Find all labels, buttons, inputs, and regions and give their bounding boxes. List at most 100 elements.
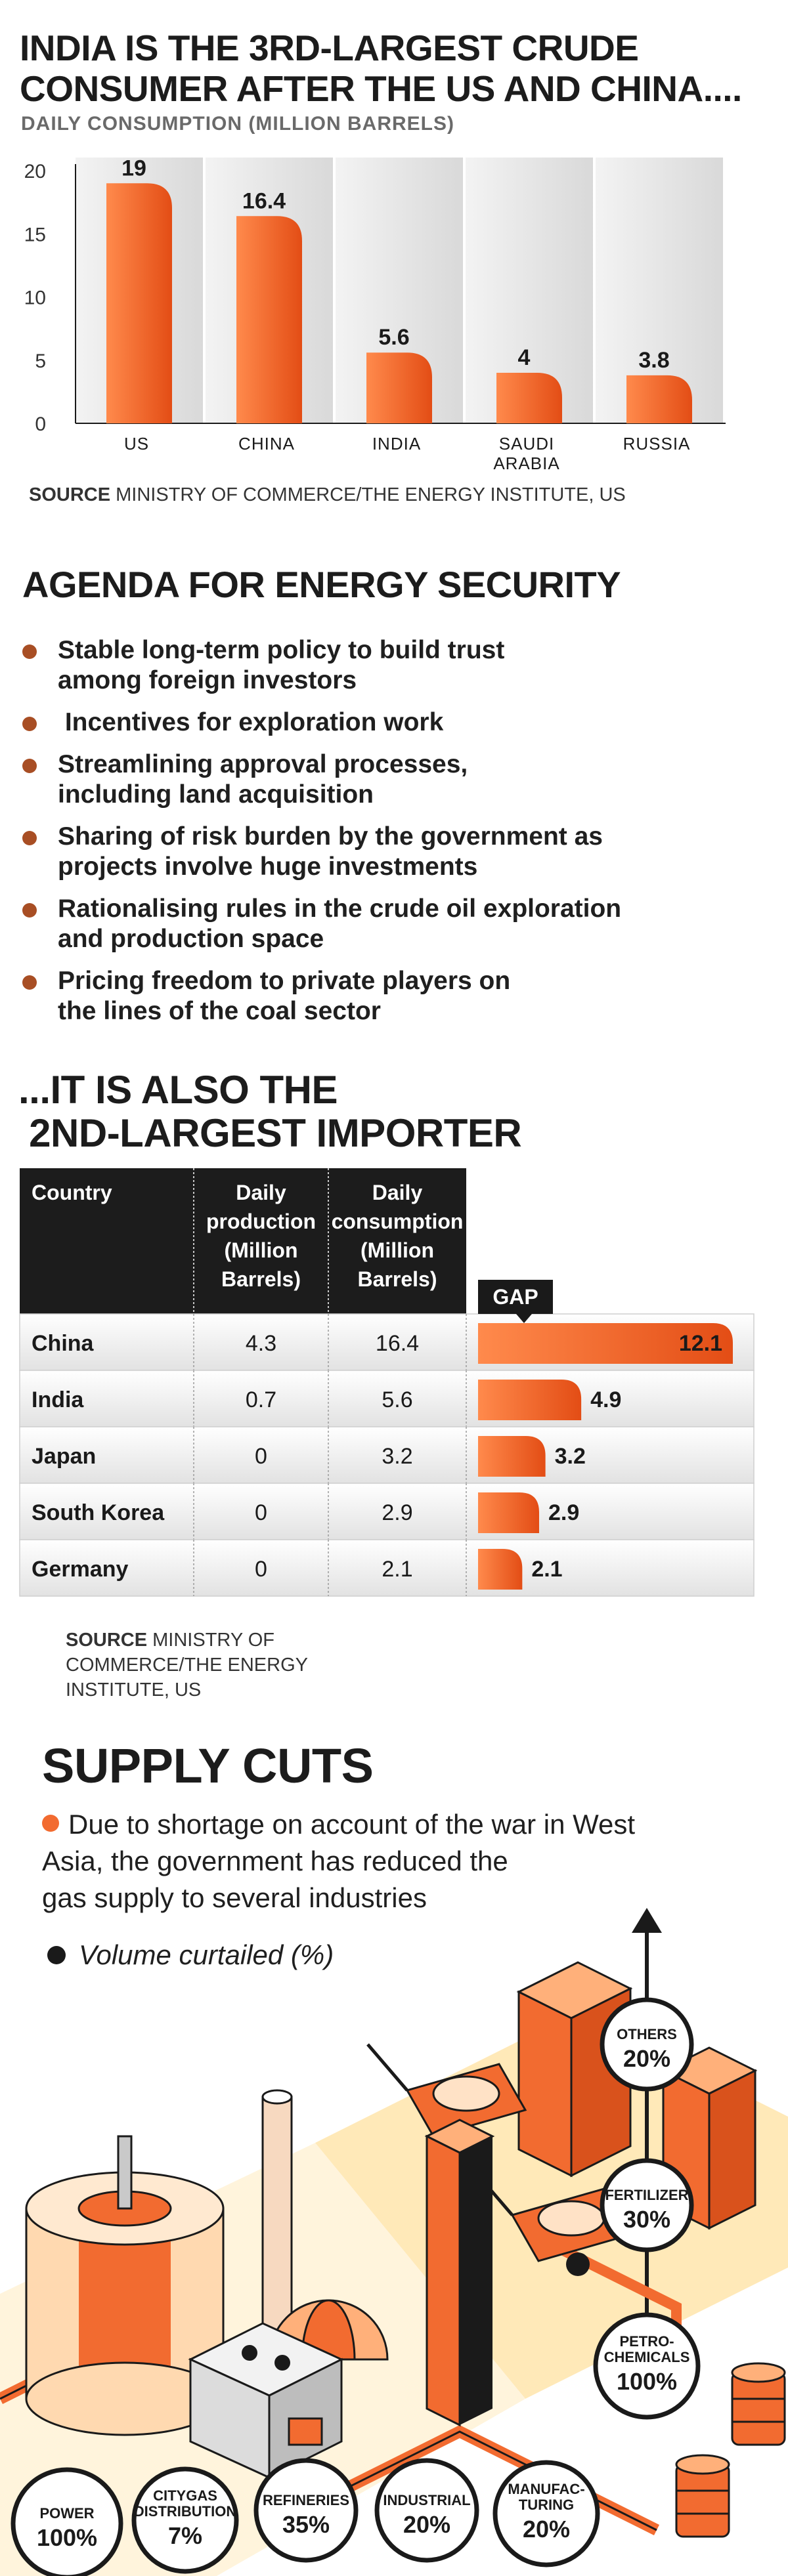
- country-cell: China: [32, 1331, 95, 1356]
- gap-value-label: 4.9: [590, 1387, 621, 1412]
- column-header: Country: [32, 1181, 112, 1204]
- supply-cut-label: MANUFAC-TURING: [508, 2481, 584, 2513]
- y-tick-label: 10: [24, 287, 46, 309]
- agenda-item-line: and production space: [58, 925, 324, 953]
- agenda-item-line: Streamlining approval processes,: [58, 750, 468, 778]
- gap-bar: [478, 1436, 546, 1477]
- agenda-item: Stable long-term policy to build trust am…: [22, 635, 758, 696]
- supply-cut-item: REFINERIES 35%: [253, 2458, 359, 2563]
- table-source-label: SOURCE: [66, 1630, 148, 1651]
- gap-value-label: 2.9: [548, 1500, 579, 1525]
- oil-barrel-icon: [731, 2362, 786, 2446]
- supply-cut-value: 30%: [623, 2206, 670, 2233]
- bar: [626, 375, 692, 423]
- legend-text: Volume curtailed (%): [79, 1939, 334, 1970]
- supply-cuts-illustration: OTHERS 20% FERTILIZER 30% PETRO-CHEMICALS 100…: [0, 1908, 788, 2576]
- column-header: Daily production (Million Barrels): [206, 1181, 316, 1291]
- bullet-icon: [22, 831, 37, 845]
- source-text: MINISTRY OF COMMERCE/THE ENERGY INSTITUT…: [110, 484, 626, 505]
- y-tick-label: 0: [35, 413, 46, 435]
- agenda-item: Sharing of risk burden by the government…: [22, 822, 758, 882]
- country-cell: South Korea: [32, 1500, 165, 1525]
- supply-cut-circle: [593, 2312, 701, 2420]
- source-label: SOURCE: [29, 484, 111, 505]
- bullet-icon: [22, 759, 37, 773]
- table-header: [20, 1168, 466, 1314]
- supply-text-line1: Due to shortage on account of the war in…: [68, 1809, 636, 1840]
- value-cell: 16.4: [376, 1331, 419, 1356]
- supply-cut-item: OTHERS 20%: [600, 1997, 694, 2092]
- supply-cut-label: CITYGAS DISTRIBUTION: [134, 2487, 236, 2520]
- agenda-item-line: Stable long-term policy to build trust: [58, 636, 505, 664]
- supply-cut-circle: [131, 2466, 239, 2574]
- supply-cut-value: 100%: [37, 2524, 97, 2551]
- gap-value-label: 2.1: [531, 1557, 562, 1582]
- supply-title: SUPPLY CUTS: [42, 1739, 374, 1793]
- row-background: [19, 1539, 755, 1597]
- value-cell: 4.3: [246, 1331, 276, 1356]
- gap-bar: [478, 1323, 733, 1364]
- agenda-item-line: among foreign investors: [58, 666, 357, 694]
- table-row: Japan 0 3.2: [19, 1426, 755, 1484]
- x-tick-label: SAUDI ARABIA: [493, 434, 559, 473]
- supply-cut-circle: [600, 1997, 694, 2092]
- agenda-item-line: projects involve huge investments: [58, 853, 478, 881]
- agenda-item: Streamlining approval processes, includin…: [22, 750, 758, 810]
- gap-value-label: 12.1: [679, 1331, 722, 1356]
- bar-value-label: 16.4: [242, 188, 286, 213]
- bullet-icon: [22, 975, 37, 990]
- storage-tank-icon: [25, 2135, 225, 2436]
- building-icon: [661, 2046, 758, 2230]
- x-tick-label: RUSSIA: [623, 434, 691, 454]
- supply-text: Due to shortage on account of the war in…: [42, 1806, 751, 1916]
- table-row: India 0.7 5.6: [19, 1370, 755, 1427]
- supply-text-line3: gas supply to several industries: [42, 1882, 427, 1913]
- supply-cut-circle: [253, 2458, 359, 2563]
- supply-cut-value: 100%: [617, 2368, 677, 2395]
- supply-cut-label: FERTILIZER: [605, 2187, 688, 2203]
- supply-cut-item: FERTILIZER 30%: [600, 2158, 694, 2252]
- supply-cut-circle: [11, 2467, 123, 2576]
- agenda-item: Rationalising rules in the crude oil exp…: [22, 894, 758, 954]
- agenda-title: AGENDA FOR ENERGY SECURITY: [22, 564, 621, 605]
- x-tick-label: INDIA: [372, 434, 421, 454]
- value-cell: 3.2: [382, 1444, 412, 1469]
- supply-cut-value: 7%: [168, 2522, 202, 2549]
- table-source-line1: MINISTRY OF: [147, 1630, 274, 1651]
- bar: [366, 352, 432, 423]
- agenda-item-line: Rationalising rules in the crude oil exp…: [58, 895, 622, 923]
- supply-cut-item: MANUFAC-TURING 20%: [492, 2460, 600, 2567]
- table-source-line3: INSTITUTE, US: [66, 1679, 202, 1700]
- country-cell: Japan: [32, 1444, 96, 1469]
- supply-cut-value: 20%: [523, 2516, 570, 2543]
- supply-cut-label: REFINERIES: [263, 2492, 349, 2508]
- bar-value-label: 4: [518, 345, 531, 370]
- gap-bar: [478, 1492, 539, 1533]
- bar: [236, 216, 302, 423]
- building-icon: [516, 1961, 633, 2178]
- agenda-item: Pricing freedom to private players on the…: [22, 966, 758, 1026]
- supply-cut-value: 20%: [403, 2511, 450, 2538]
- y-tick-label: 5: [35, 350, 46, 372]
- bar-value-label: 5.6: [378, 325, 409, 350]
- agenda-item-line: including land acquisition: [58, 780, 374, 809]
- control-panel-icon: [188, 2322, 344, 2480]
- supply-cut-value: 20%: [623, 2045, 670, 2072]
- chart-title-line2: CONSUMER AFTER THE US AND CHINA....: [20, 68, 742, 109]
- bullet-icon: [22, 903, 37, 918]
- row-background: [19, 1370, 755, 1427]
- supply-cut-label: POWER: [39, 2505, 94, 2522]
- bar: [496, 373, 562, 423]
- gap-value-label: 3.2: [555, 1444, 586, 1469]
- black-bullet-icon: [47, 1946, 66, 1964]
- gap-label: GAP: [478, 1280, 553, 1323]
- supply-cut-item: INDUSTRIAL 20%: [374, 2458, 479, 2563]
- agenda-item-line: the lines of the coal sector: [58, 997, 381, 1025]
- supply-cut-circle: [600, 2158, 694, 2252]
- agenda-item-line: Sharing of risk burden by the government…: [58, 822, 603, 851]
- supply-cut-circle: [492, 2460, 600, 2567]
- value-cell: 0.7: [246, 1387, 276, 1412]
- importer-table: Country Daily production (Million Barrels)Da…: [19, 1168, 755, 1597]
- agenda-list: Stable long-term policy to build trust am…: [22, 635, 758, 1038]
- legend: Volume curtailed (%): [47, 1939, 334, 1971]
